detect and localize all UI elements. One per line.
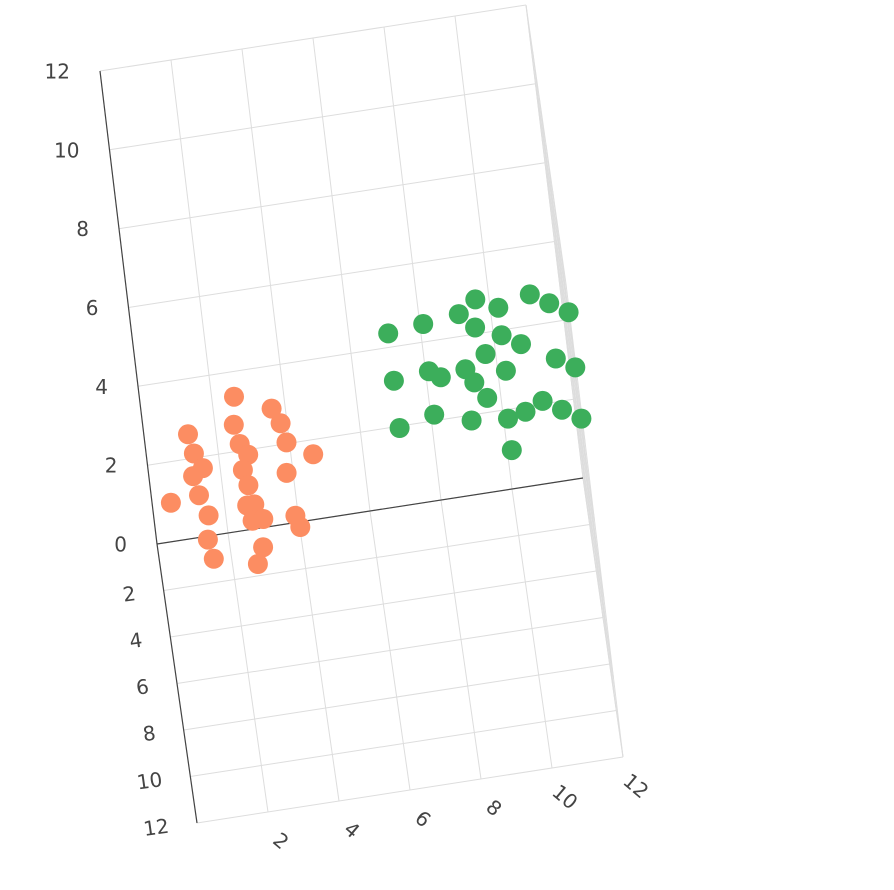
series-1-point[interactable] [183, 443, 204, 464]
z-tick-label: 8 [76, 217, 89, 241]
series-1-point[interactable] [238, 444, 259, 465]
series-2-point[interactable] [515, 401, 536, 422]
floor-grid-line [582, 477, 624, 758]
series-1-point[interactable] [223, 414, 244, 435]
z-axis-line [99, 70, 158, 545]
series-1-point[interactable] [303, 444, 324, 465]
series-2-point[interactable] [383, 370, 404, 391]
back-wall-grid-line [99, 4, 527, 72]
series-2-point[interactable] [465, 317, 486, 338]
series-2-point[interactable] [430, 367, 451, 388]
series-1-point[interactable] [198, 505, 219, 526]
series-2-point[interactable] [558, 302, 579, 323]
y-tick-label: 8 [141, 721, 157, 747]
side-wall-grid-line [525, 4, 567, 285]
y-tick-label: 10 [135, 767, 164, 794]
series-2-point[interactable] [475, 344, 496, 364]
series-1-point[interactable] [203, 548, 224, 569]
series-1-point[interactable] [276, 432, 297, 453]
series-2-point[interactable] [501, 440, 522, 461]
x-tick-label: 2 [268, 828, 293, 855]
series-2-point[interactable] [565, 357, 586, 378]
floor-grid-line [183, 663, 610, 731]
series-2-point[interactable] [532, 390, 553, 411]
z-tick-label: 4 [95, 375, 108, 399]
series-2-point[interactable] [413, 314, 434, 334]
series-2-point[interactable] [511, 334, 531, 355]
series-1-point[interactable] [238, 475, 259, 496]
x-tick-label: 12 [619, 768, 654, 803]
y-tick-label: 6 [135, 674, 151, 700]
series-2-point[interactable] [498, 408, 518, 429]
series-1-point[interactable] [183, 466, 204, 487]
y-tick-label: 4 [128, 628, 144, 654]
series-2-point[interactable] [491, 325, 512, 346]
grid-lines [99, 4, 624, 824]
series-1-point[interactable] [224, 386, 244, 407]
series-1-point[interactable] [247, 554, 268, 574]
series-2-point[interactable] [552, 399, 572, 420]
x-tick-label: 4 [339, 817, 364, 844]
y-tick-label: 2 [121, 581, 137, 607]
series-2-point[interactable] [378, 323, 399, 344]
x-tick-label: 10 [548, 779, 583, 814]
series-2-point[interactable] [477, 387, 498, 408]
series-1-point[interactable] [160, 492, 181, 513]
floor-grid-line [190, 710, 617, 777]
tick-labels: 0 2 4 6 8 10 12 2 4 6 8 10 12 2 4 6 8 10 12 [45, 60, 654, 855]
series-2-point[interactable] [571, 408, 592, 429]
series-1-point[interactable] [197, 529, 218, 550]
z-tick-label: 6 [86, 296, 99, 320]
series-1-point[interactable] [270, 413, 291, 434]
back-wall-grid-line [109, 83, 536, 151]
series-1-point[interactable] [261, 398, 282, 419]
x-axis-back-line [156, 477, 584, 545]
z-tick-label: 10 [54, 138, 79, 162]
series-2-point[interactable] [464, 372, 485, 393]
series-1-point[interactable] [290, 517, 311, 537]
data-points[interactable] [160, 284, 592, 574]
series-1-point[interactable] [244, 494, 265, 515]
y-tick-label: 12 [142, 814, 171, 841]
series-1-point[interactable] [189, 485, 209, 506]
z-tick-label: 2 [105, 454, 118, 478]
series-2-point[interactable] [488, 297, 509, 318]
series-2-point[interactable] [461, 410, 482, 431]
series-2-point[interactable] [519, 284, 540, 305]
floor-grid-line [176, 617, 604, 684]
series-2-point[interactable] [389, 418, 410, 438]
series-2-point[interactable] [495, 360, 516, 381]
series-1-point[interactable] [253, 537, 274, 558]
side-wall-grid-line [565, 283, 624, 758]
series-2-point[interactable] [545, 348, 566, 369]
series-2-point[interactable] [448, 304, 469, 325]
z-tick-label: 12 [45, 60, 70, 84]
series-1-point[interactable] [276, 462, 297, 483]
series-2-point[interactable] [539, 293, 560, 314]
axis-lines [99, 70, 584, 824]
series-1-point[interactable] [178, 424, 198, 445]
y-axis-line [156, 543, 198, 824]
x-tick-label: 6 [410, 806, 435, 833]
series-2-point[interactable] [465, 289, 486, 310]
back-wall-grid-line [118, 162, 546, 230]
series-1-point[interactable] [253, 509, 274, 529]
floor-grid-line [196, 756, 624, 824]
series-2-point[interactable] [424, 404, 445, 425]
z-tick-label: 0 [114, 533, 127, 557]
x-tick-label: 8 [481, 795, 506, 822]
series-1-point[interactable] [232, 460, 253, 480]
back-wall-grid-line [128, 241, 555, 308]
